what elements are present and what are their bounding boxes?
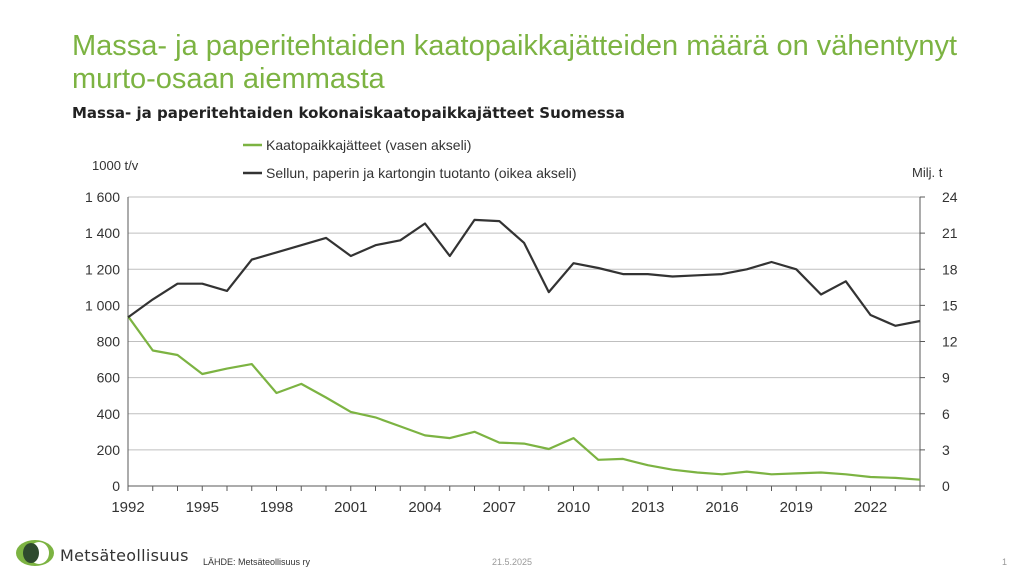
y-right-tick-label: 0: [942, 478, 950, 494]
footer-date: 21.5.2025: [492, 557, 533, 567]
y-right-tick-label: 6: [942, 406, 950, 422]
y-left-tick-label: 600: [97, 370, 121, 386]
y-right-tick-label: 24: [942, 189, 958, 205]
series-line-landfill: [127, 315, 921, 481]
series-line-production: [127, 218, 921, 327]
slide-title: Massa- ja paperitehtaiden kaatopaikkajät…: [72, 30, 958, 95]
legend: Kaatopaikkajätteet (vasen akseli) Sellun…: [243, 137, 577, 181]
y-left-tick-label: 1 400: [85, 225, 120, 241]
y-left-tick-label: 200: [97, 442, 121, 458]
x-tick-label: 1998: [260, 499, 293, 516]
x-tick-label: 2016: [705, 499, 738, 516]
y-left-tick-label: 1 200: [85, 261, 120, 277]
grid-lines: [128, 196, 920, 451]
x-tick-label: 1995: [186, 499, 219, 516]
x-tick-label: 2004: [408, 499, 441, 516]
y-axis-left-label: 1000 t/v: [92, 158, 139, 173]
y-left-tick-label: 1 600: [85, 189, 120, 205]
axes: 0 200 400 600 800 1 000 1 200 1 400 1 600 0 3 6 9 12 1…: [85, 189, 958, 516]
source-note: LÄHDE: Metsäteollisuus ry: [203, 557, 311, 567]
series-lines: [127, 218, 921, 481]
legend-label-production: Sellun, paperin ja kartongin tuotanto (o…: [266, 165, 577, 181]
x-tick-label: 2013: [631, 499, 664, 516]
line-chart: 0 200 400 600 800 1 000 1 200 1 400 1 600 0 3 6 9 12 1…: [85, 137, 958, 516]
y-left-tick-label: 0: [112, 478, 120, 494]
x-tick-label: 2019: [780, 499, 813, 516]
x-tick-label: 2010: [557, 499, 590, 516]
y-right-tick-label: 15: [942, 297, 958, 313]
brand-name: Metsäteollisuus: [60, 546, 189, 565]
y-left-tick-label: 800: [97, 334, 121, 350]
y-right-tick-label: 12: [942, 334, 958, 350]
x-tick-label: 1992: [111, 499, 144, 516]
y-left-tick-label: 1 000: [85, 297, 120, 313]
x-tick-label: 2001: [334, 499, 367, 516]
metsateollisuus-logo-icon: [16, 540, 54, 566]
y-right-tick-label: 9: [942, 370, 950, 386]
chart-subtitle: Massa- ja paperitehtaiden kokonaiskaatop…: [72, 104, 625, 122]
y-left-tick-label: 400: [97, 406, 121, 422]
x-tick-label: 2022: [854, 499, 887, 516]
x-tick-label: 2007: [483, 499, 516, 516]
page-number: 1: [1002, 557, 1008, 567]
legend-label-landfill: Kaatopaikkajätteet (vasen akseli): [266, 137, 471, 153]
y-right-tick-label: 21: [942, 225, 958, 241]
y-axis-right-label: Milj. t: [912, 165, 943, 180]
y-right-tick-label: 3: [942, 442, 950, 458]
y-right-tick-label: 18: [942, 261, 958, 277]
